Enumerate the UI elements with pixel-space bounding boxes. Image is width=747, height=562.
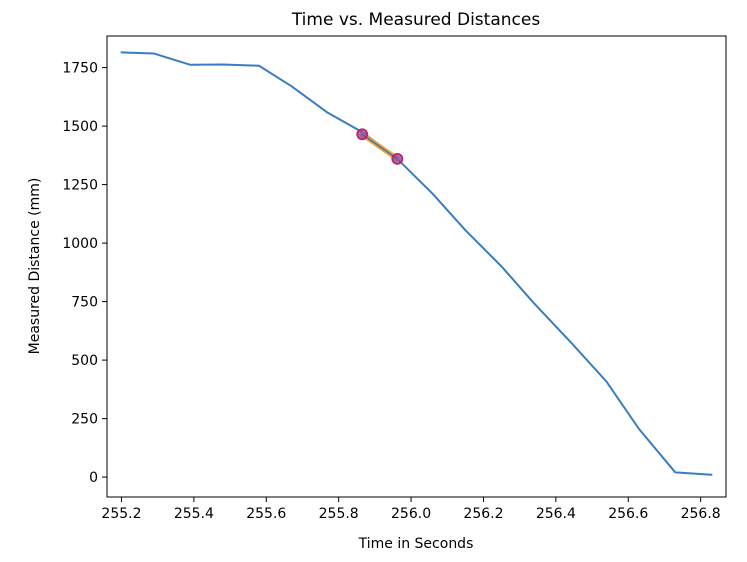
- y-axis: 0 250 500 750 1000 1250 1500 1750: [62, 61, 107, 486]
- plot-area: [120, 51, 713, 476]
- y-axis-label: Measured Distance (mm): [27, 178, 43, 355]
- y-tick-label: 1500: [62, 119, 98, 135]
- y-tick-label: 500: [71, 353, 98, 369]
- highlight-point-1: [391, 152, 404, 165]
- x-tick-label: 256.4: [536, 506, 576, 522]
- highlight-segment-core: [361, 133, 398, 160]
- y-tick-label: 1750: [62, 61, 98, 77]
- highlight-point-0: [356, 128, 369, 141]
- series-line-0: [120, 51, 713, 476]
- x-tick-label: 256.0: [391, 506, 431, 522]
- x-tick-label: 255.6: [246, 506, 286, 522]
- x-tick-label: 255.2: [101, 506, 141, 522]
- x-tick-label: 256.2: [463, 506, 503, 522]
- x-tick-label: 255.8: [319, 506, 359, 522]
- x-axis-label: Time in Seconds: [358, 536, 474, 552]
- y-tick-label: 750: [71, 295, 98, 311]
- y-tick-label: 1000: [62, 236, 98, 252]
- y-tick-label: 1250: [62, 178, 98, 194]
- chart-title: Time vs. Measured Distances: [291, 10, 541, 30]
- x-tick-label: 255.4: [174, 506, 214, 522]
- plot-frame: [106, 35, 727, 498]
- y-tick-label: 0: [89, 470, 98, 486]
- x-tick-label: 256.8: [681, 506, 721, 522]
- y-tick-label: 250: [71, 412, 98, 428]
- x-tick-label: 256.6: [608, 506, 648, 522]
- x-axis: 255.2 255.4 255.6 255.8 256.0 256.2 256.4 256.6…: [101, 497, 721, 522]
